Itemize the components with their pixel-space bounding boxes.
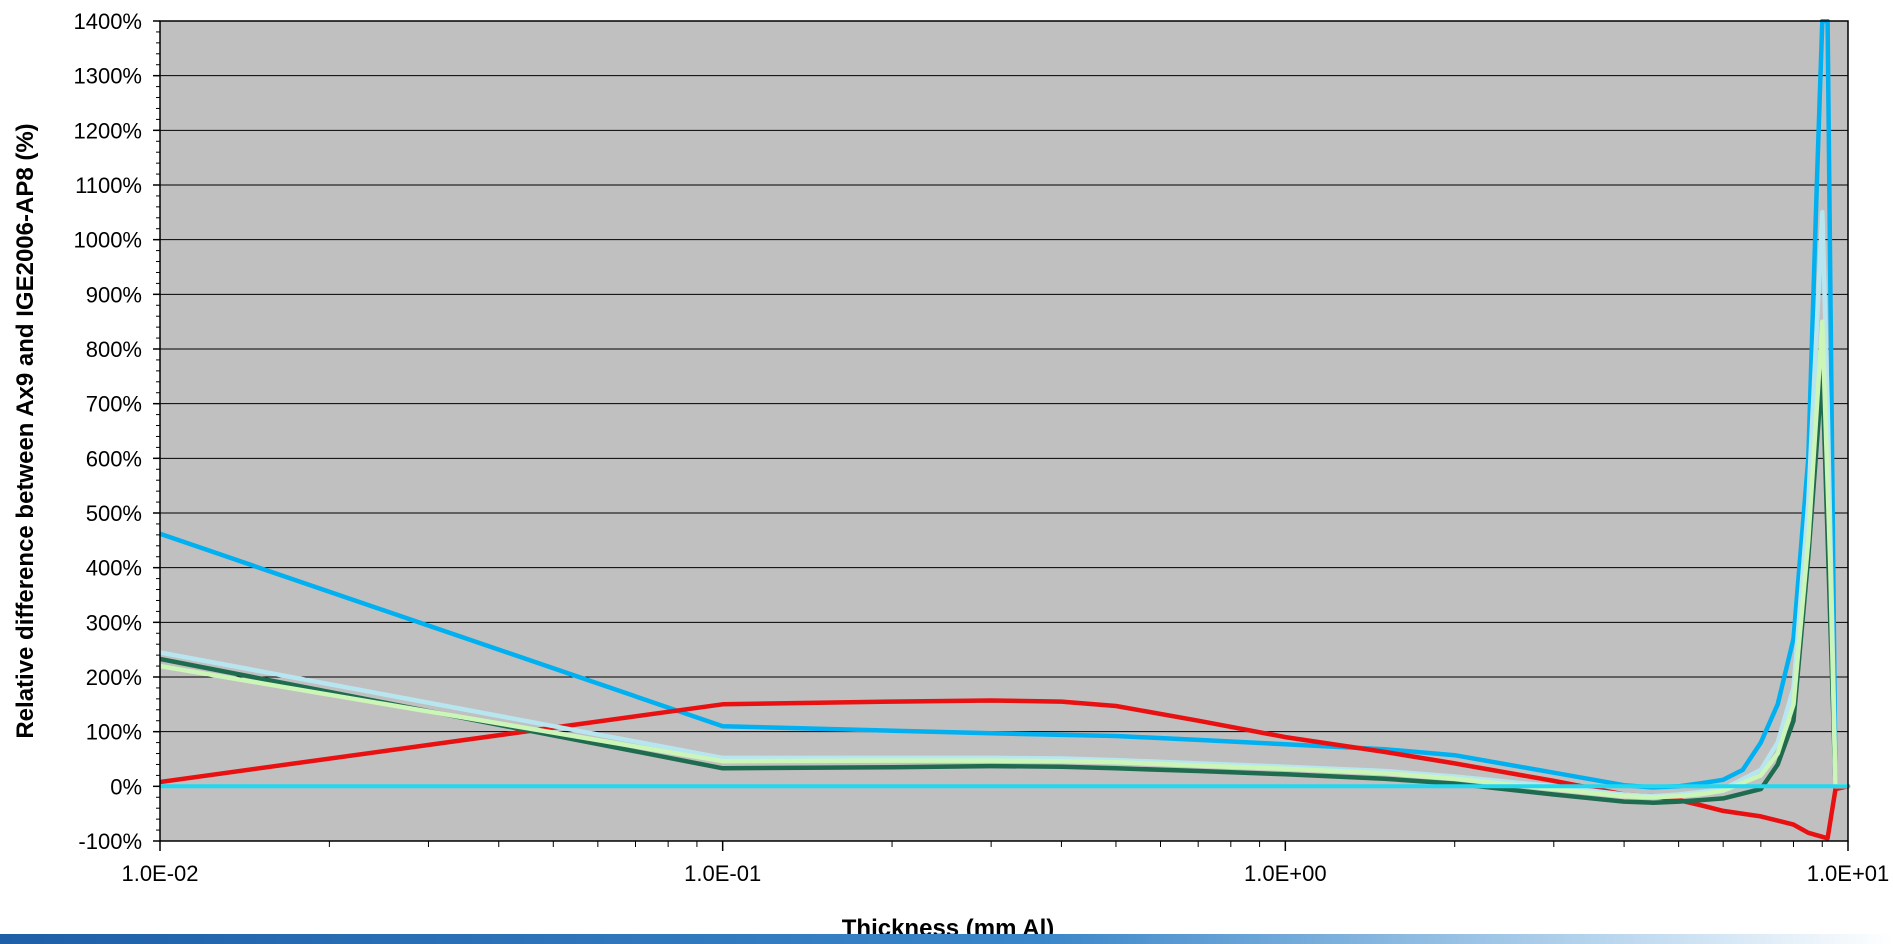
y-tick-label: 0% — [110, 774, 142, 799]
y-tick-label: 600% — [86, 446, 142, 471]
y-tick-label: 400% — [86, 556, 142, 581]
y-tick-label: 800% — [86, 337, 142, 362]
y-tick-label: 300% — [86, 610, 142, 635]
x-tick-label: 1.0E-01 — [684, 861, 761, 886]
plot-area — [160, 21, 1848, 841]
x-tick-label: 1.0E-02 — [121, 861, 198, 886]
y-tick-label: -100% — [78, 829, 142, 854]
footer-gradient-band — [0, 934, 1893, 944]
series-layer — [160, 19, 1851, 841]
y-tick-label: 1300% — [73, 64, 142, 89]
y-tick-label: 1200% — [73, 118, 142, 143]
y-tick-label: 700% — [86, 392, 142, 417]
x-tick-label: 1.0E+01 — [1807, 861, 1890, 886]
x-tick-label: 1.0E+00 — [1244, 861, 1327, 886]
y-tick-label: 900% — [86, 282, 142, 307]
y-tick-label: 1400% — [73, 9, 142, 34]
axes — [159, 20, 1849, 842]
y-tick-label: 100% — [86, 720, 142, 745]
x-tick-labels: 1.0E-02 1.0E-01 1.0E+00 1.0E+01 — [121, 861, 1889, 886]
y-tick-label: 200% — [86, 665, 142, 690]
y-tick-label: 1000% — [73, 228, 142, 253]
y-tick-label: 500% — [86, 501, 142, 526]
plot-border — [159, 20, 1849, 842]
y-tick-labels: -100% 0% 100% 200% 300% 400% 500% 600% 700% 800% 9… — [73, 9, 142, 854]
series-line-5 — [160, 319, 1851, 800]
y-tick-label: 1100% — [75, 173, 142, 198]
y-axis-title: Relative difference between Ax9 and IGE2… — [12, 123, 39, 738]
